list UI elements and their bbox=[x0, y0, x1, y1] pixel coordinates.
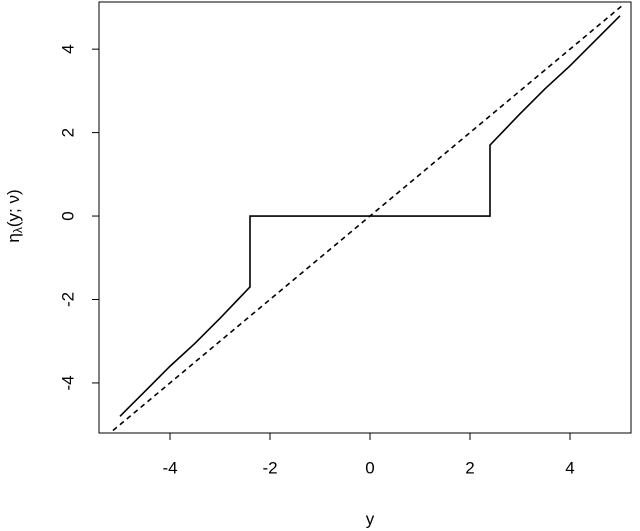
y-label-base: η bbox=[4, 233, 23, 242]
line-series bbox=[112, 3, 625, 432]
y-tick-label: -2 bbox=[58, 292, 77, 307]
y-tick-label: 2 bbox=[58, 128, 77, 137]
y-label-args: (y; ν) bbox=[4, 189, 23, 227]
x-tick-label: 0 bbox=[365, 458, 374, 477]
x-tick-label: 2 bbox=[465, 458, 474, 477]
x-tick-label: 4 bbox=[565, 458, 574, 477]
y-axis-label: ηλ(y; ν) bbox=[4, 189, 25, 242]
x-tick-label: -2 bbox=[262, 458, 277, 477]
y-tick-label: -4 bbox=[58, 375, 77, 390]
y-tick-label: 4 bbox=[58, 44, 77, 53]
y-label-subscript: λ bbox=[11, 227, 25, 233]
plot-box bbox=[98, 1, 632, 434]
x-axis-label: y bbox=[366, 509, 375, 528]
x-tick-label: -4 bbox=[162, 458, 177, 477]
y-tick-label: 0 bbox=[58, 211, 77, 220]
